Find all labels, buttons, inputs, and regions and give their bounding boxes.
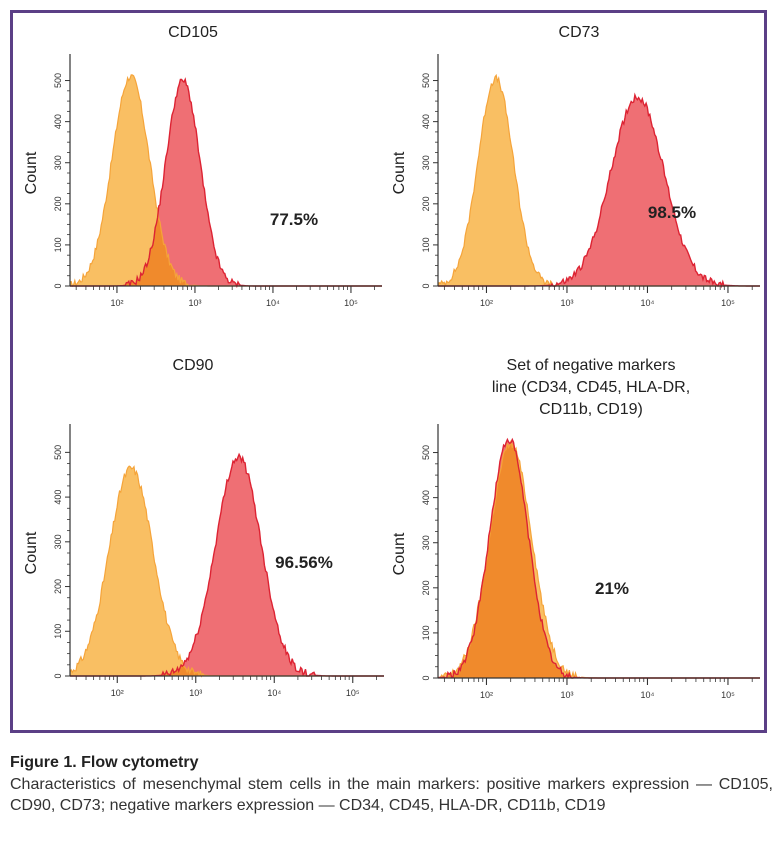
positive-percentage: 98.5% [648, 203, 696, 222]
x-tick-label: 10² [111, 688, 124, 698]
y-tick-label: 400 [53, 114, 63, 129]
y-tick-label: 400 [421, 490, 431, 505]
histogram-svg: Count 0 100 200 300 400 500 10² 10³ 10⁴ 10⁵ 98.5% [391, 54, 760, 308]
isotype-histogram [70, 74, 382, 287]
y-tick-label: 100 [421, 625, 431, 640]
panel-title: CD73 [558, 24, 600, 41]
y-tick-label: 300 [53, 155, 63, 170]
y-tick-label: 200 [421, 580, 431, 595]
y-tick-label: 100 [53, 624, 63, 639]
x-tick-label: 10² [110, 298, 123, 308]
x-tick-label: 10³ [560, 690, 573, 700]
y-tick-label: 500 [421, 73, 431, 88]
y-axis-label: Count [23, 151, 40, 194]
y-tick-label: 0 [421, 675, 431, 680]
marker-histogram [438, 95, 760, 286]
y-tick-label: 100 [421, 237, 431, 252]
x-tick-label: 10³ [189, 688, 202, 698]
x-tick-label: 10³ [188, 298, 201, 308]
isotype-histogram [438, 75, 760, 286]
y-tick-label: 0 [421, 283, 431, 288]
y-tick-label: 500 [53, 445, 63, 460]
histogram-svg: Count 0 100 200 300 400 500 10² 10³ 10⁴ 10⁵ 96.56% [23, 424, 384, 698]
x-tick-label: 10⁵ [344, 298, 358, 308]
y-axis-label: Count [391, 532, 408, 575]
x-tick-label: 10² [480, 298, 493, 308]
panel-title: CD90 [172, 357, 214, 374]
panel-title-line: Set of negative markers [506, 357, 676, 374]
x-tick-label: 10⁵ [346, 688, 360, 698]
positive-percentage: 77.5% [270, 210, 318, 229]
y-tick-label: 100 [53, 237, 63, 252]
overlap-region [438, 440, 760, 678]
x-tick-label: 10⁴ [641, 298, 655, 308]
y-axis-label: Count [391, 151, 408, 194]
y-tick-label: 500 [421, 445, 431, 460]
positive-percentage: 21% [595, 579, 629, 598]
histogram-svg: Count 0 100 200 300 400 500 10² 10³ 10⁴ 10⁵ 21% [391, 424, 760, 700]
panel-title-line: line (CD34, CD45, HLA-DR, [491, 379, 691, 396]
marker-histogram [70, 454, 384, 676]
y-tick-label: 200 [421, 196, 431, 211]
histogram-svg: Count 0 100 200 300 400 500 10² 10³ 10⁴ 10⁵ 77.5% [23, 54, 382, 308]
x-tick-label: 10² [480, 690, 493, 700]
y-tick-label: 300 [53, 534, 63, 549]
panel-title: CD105 [168, 24, 218, 41]
y-tick-label: 300 [421, 155, 431, 170]
x-tick-label: 10⁵ [721, 690, 735, 700]
x-tick-label: 10⁴ [266, 298, 280, 308]
panel-title: Set of negative markers line (CD34, CD45,… [402, 355, 780, 421]
y-tick-label: 400 [53, 490, 63, 505]
y-tick-label: 300 [421, 535, 431, 550]
y-tick-label: 200 [53, 579, 63, 594]
y-axis-label: Count [23, 531, 40, 574]
figure-caption: Figure 1. Flow cytometry Characteristics… [10, 752, 773, 816]
x-tick-label: 10⁴ [267, 688, 281, 698]
isotype-histogram [70, 466, 384, 676]
x-tick-label: 10⁴ [641, 690, 655, 700]
y-tick-label: 0 [53, 283, 63, 288]
y-tick-label: 500 [53, 73, 63, 88]
caption-title: Figure 1. Flow cytometry [10, 754, 199, 771]
caption-text: Characteristics of mesenchymal stem cell… [10, 776, 773, 814]
y-tick-label: 400 [421, 114, 431, 129]
positive-percentage: 96.56% [275, 553, 333, 572]
x-tick-label: 10⁵ [721, 298, 735, 308]
y-tick-label: 200 [53, 196, 63, 211]
y-tick-label: 0 [53, 673, 63, 678]
panel-title-line: CD11b, CD19) [539, 401, 643, 418]
x-tick-label: 10³ [560, 298, 573, 308]
